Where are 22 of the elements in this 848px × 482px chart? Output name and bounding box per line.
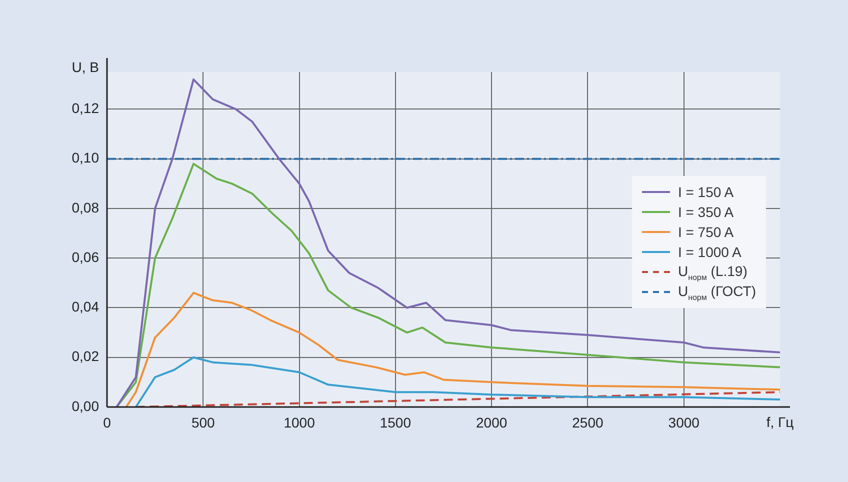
x-tick-label: 0 xyxy=(103,414,112,430)
x-tick-label: 1000 xyxy=(284,414,316,430)
x-tick-label: 3000 xyxy=(668,414,700,430)
y-tick-label: 0,10 xyxy=(72,150,100,166)
legend-label: I = 150 A xyxy=(678,184,734,200)
x-tick-label: 500 xyxy=(191,414,216,430)
y-tick-label: 0,02 xyxy=(72,348,100,364)
x-tick-label: 2000 xyxy=(476,414,508,430)
y-tick-label: 0,06 xyxy=(72,248,100,265)
y-tick-label: 0,04 xyxy=(72,298,100,315)
legend-label: U$_{норм}$ (ГОСТ) xyxy=(678,282,756,302)
legend-label: U$_{норм}$ (L.19) xyxy=(678,262,748,282)
x-tick-label: 1500 xyxy=(380,414,412,430)
legend-label: I = 350 A xyxy=(678,204,734,220)
legend-label: I = 750 A xyxy=(678,224,734,240)
y-tick-label: 0,12 xyxy=(72,100,100,116)
y-tick-label: 0,00 xyxy=(72,398,100,414)
x-axis-title: f, Гц xyxy=(766,414,794,430)
legend-label: I = 1000 A xyxy=(678,244,742,260)
x-tick-label: 2500 xyxy=(572,414,604,430)
y-tick-label: 0,08 xyxy=(72,199,100,216)
y-axis-title: U, В xyxy=(72,58,99,75)
